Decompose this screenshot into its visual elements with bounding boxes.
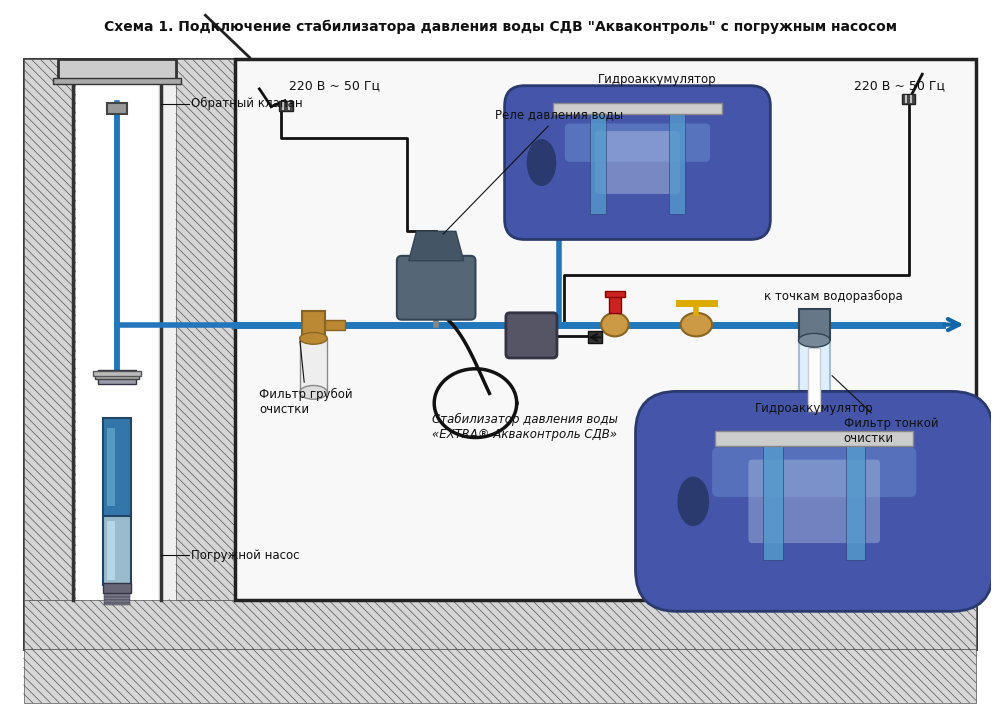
Bar [902,94,915,104]
Text: Погружной насос: Погружной насос [191,549,299,562]
Ellipse shape [527,140,556,186]
Bar [95,373,139,378]
Bar [588,331,602,343]
Bar [58,59,176,81]
Bar [279,101,293,111]
Bar [799,341,830,419]
Bar [609,293,621,313]
FancyBboxPatch shape [506,313,557,358]
FancyBboxPatch shape [397,256,475,320]
Text: к точкам водоразбора: к точкам водоразбора [764,290,903,303]
Bar [590,111,606,213]
Bar [93,371,141,376]
Ellipse shape [681,313,712,336]
Bar [76,81,158,600]
Bar [104,593,130,597]
Ellipse shape [601,313,629,336]
Text: Реле давления воды: Реле давления воды [443,109,623,234]
Ellipse shape [678,477,708,526]
Bar [553,103,722,114]
FancyBboxPatch shape [595,131,680,194]
Polygon shape [409,231,464,261]
Bar [325,320,345,329]
Text: 220 В ~ 50 Гц: 220 В ~ 50 Гц [289,79,380,92]
Bar [669,111,685,213]
Bar [799,309,830,341]
Bar [107,103,127,114]
Ellipse shape [300,386,327,399]
Bar [104,597,130,600]
Bar [846,443,865,560]
Bar [104,603,130,605]
Text: Гидроаккумулятор: Гидроаккумулятор [598,73,716,86]
Bar [24,600,976,648]
FancyBboxPatch shape [505,86,770,239]
Bar [24,648,976,703]
Bar [176,59,235,600]
Ellipse shape [799,412,830,426]
Text: 220 В ~ 50 Гц: 220 В ~ 50 Гц [854,79,945,92]
Text: Обратный клапан: Обратный клапан [191,97,302,110]
Ellipse shape [300,333,327,344]
Bar [103,583,131,593]
Text: Фильтр тонкой
очистки: Фильтр тонкой очистки [832,376,938,446]
Bar [235,59,976,600]
Bar [24,59,976,648]
Bar [808,348,820,411]
Text: Гидроаккумулятор: Гидроаккумулятор [755,402,874,415]
Bar [98,370,136,383]
Bar [24,59,78,600]
FancyBboxPatch shape [748,460,880,543]
Bar [107,521,115,580]
Bar [715,431,913,446]
Bar [104,600,130,603]
FancyBboxPatch shape [636,391,993,611]
Text: Схема 1. Подключение стабилизатора давления воды СДВ "Акваконтроль" с погружным : Схема 1. Подключение стабилизатора давле… [104,20,896,34]
Bar [103,516,131,585]
Bar [53,78,181,84]
Bar [103,418,131,516]
Bar [107,428,115,506]
Bar [605,291,625,297]
FancyBboxPatch shape [565,124,710,162]
Text: Стабилизатор давления воды
«EXTRA® Акваконтроль СДВ»: Стабилизатор давления воды «EXTRA® Аквак… [432,413,617,441]
Ellipse shape [799,333,830,347]
FancyBboxPatch shape [712,448,916,497]
Bar [763,443,783,560]
Bar [300,338,327,393]
Bar [302,311,325,338]
Text: Фильтр грубой
очистки: Фильтр грубой очистки [259,341,353,416]
